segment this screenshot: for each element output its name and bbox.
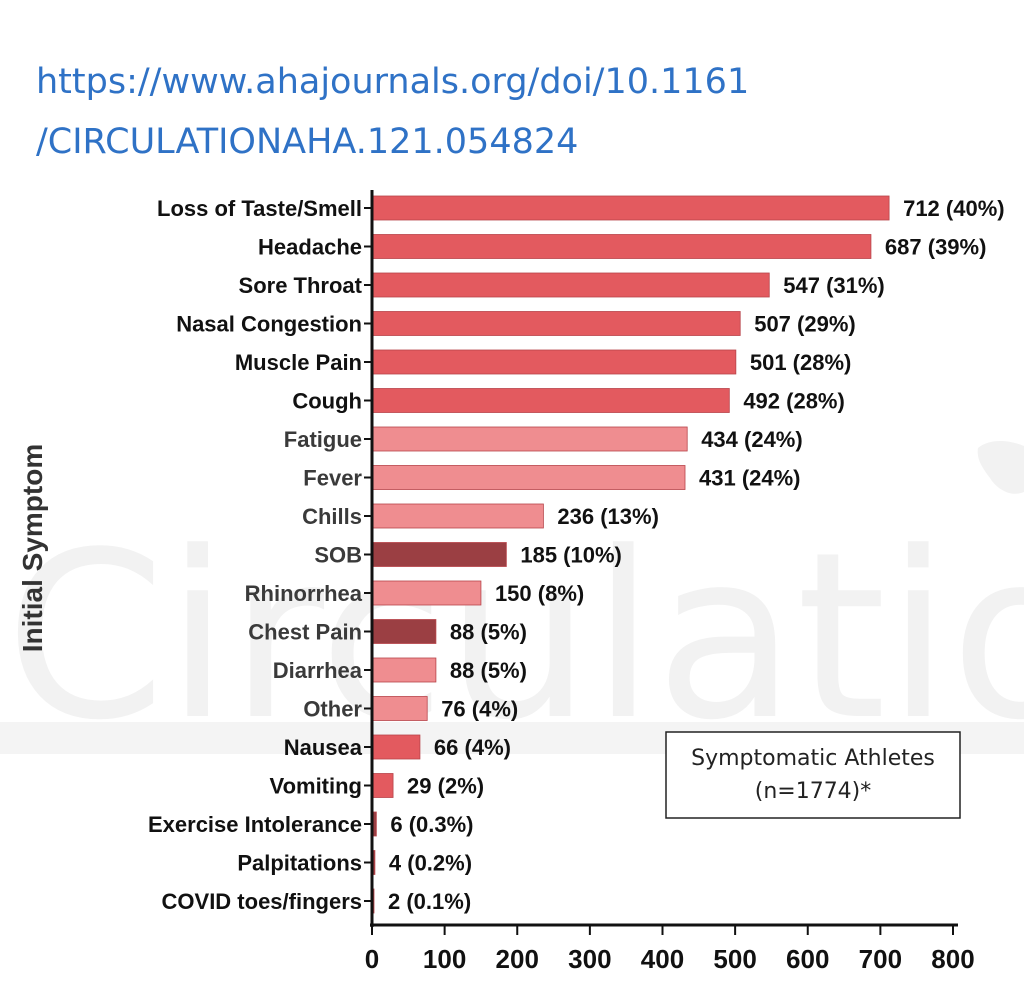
annotation-line-2: (n=1774)* bbox=[755, 779, 872, 804]
category-label-sore-throat: Sore Throat bbox=[239, 273, 363, 298]
bar-rhinorrhea bbox=[371, 580, 482, 606]
bar-sore-throat bbox=[371, 272, 770, 298]
bar-vomiting bbox=[371, 773, 394, 798]
value-label-loss-of-taste-smell: 712 (40%) bbox=[903, 196, 1005, 221]
category-label-vomiting: Vomiting bbox=[270, 774, 362, 799]
category-labels: Loss of Taste/Smell Headache Sore Throat Na… bbox=[148, 196, 363, 914]
category-label-palpitations: Palpitations bbox=[237, 851, 362, 876]
bar-muscle-pain bbox=[371, 349, 737, 375]
source-url-line-1: https://www.ahajournals.org/doi/10.1161 bbox=[36, 62, 750, 102]
value-label-palpitations: 4 (0.2%) bbox=[389, 851, 472, 876]
x-tick-label-100: 100 bbox=[423, 944, 466, 974]
bar-nasal-congestion bbox=[371, 311, 741, 336]
annotation-line-1: Symptomatic Athletes bbox=[691, 746, 935, 771]
watermark-logo bbox=[977, 441, 1024, 494]
x-tick-label-700: 700 bbox=[859, 944, 902, 974]
value-label-sore-throat: 547 (31%) bbox=[783, 273, 885, 298]
value-label-muscle-pain: 501 (28%) bbox=[750, 350, 852, 375]
category-label-exercise-intolerance: Exercise Intolerance bbox=[148, 812, 362, 837]
y-axis-title: Initial Symptom bbox=[17, 444, 48, 652]
x-tick-label-200: 200 bbox=[496, 944, 539, 974]
x-tick-label-800: 800 bbox=[931, 944, 974, 974]
value-label-diarrhea: 88 (5%) bbox=[450, 658, 527, 683]
value-label-fatigue: 434 (24%) bbox=[701, 427, 803, 452]
category-label-sob: SOB bbox=[314, 543, 362, 568]
source-url-line-2: /CIRCULATIONAHA.121.054824 bbox=[36, 122, 579, 162]
annotation-box: Symptomatic Athletes (n=1774)* bbox=[665, 731, 961, 819]
category-label-fatigue: Fatigue bbox=[284, 427, 362, 452]
y-axis-ticks bbox=[364, 207, 372, 902]
x-tick-label-400: 400 bbox=[641, 944, 684, 974]
category-label-fever: Fever bbox=[303, 466, 362, 491]
value-label-nasal-congestion: 507 (29%) bbox=[754, 312, 856, 337]
category-label-covid-toes-fingers: COVID toes/fingers bbox=[162, 889, 362, 914]
value-label-exercise-intolerance: 6 (0.3%) bbox=[390, 812, 473, 837]
x-axis-ticks: 0 100 200 300 400 500 600 700 800 bbox=[365, 925, 975, 974]
bar-loss-of-taste-smell bbox=[371, 195, 890, 221]
value-label-headache: 687 (39%) bbox=[885, 235, 987, 260]
value-label-chest-pain: 88 (5%) bbox=[450, 620, 527, 645]
category-label-muscle-pain: Muscle Pain bbox=[235, 350, 362, 375]
bar-fever bbox=[371, 465, 686, 490]
bar-sob bbox=[371, 542, 507, 567]
x-tick-label-300: 300 bbox=[568, 944, 611, 974]
x-tick-label-0: 0 bbox=[365, 944, 379, 974]
value-label-other: 76 (4%) bbox=[441, 697, 518, 722]
category-label-diarrhea: Diarrhea bbox=[273, 658, 363, 683]
bar-nausea bbox=[371, 734, 421, 760]
value-label-rhinorrhea: 150 (8%) bbox=[495, 581, 584, 606]
bar-headache bbox=[371, 234, 872, 259]
bar-diarrhea bbox=[371, 657, 437, 683]
annotation-frame bbox=[665, 731, 961, 819]
value-label-vomiting: 29 (2%) bbox=[407, 774, 484, 799]
x-tick-label-500: 500 bbox=[713, 944, 756, 974]
category-label-headache: Headache bbox=[258, 235, 362, 260]
category-label-loss-of-taste-smell: Loss of Taste/Smell bbox=[157, 196, 362, 221]
bar-fatigue bbox=[371, 426, 688, 452]
bars-group bbox=[371, 195, 890, 914]
value-label-sob: 185 (10%) bbox=[520, 543, 622, 568]
category-label-nausea: Nausea bbox=[284, 735, 363, 760]
bar-chest-pain bbox=[371, 619, 437, 644]
bar-cough bbox=[371, 388, 730, 413]
value-label-chills: 236 (13%) bbox=[557, 504, 659, 529]
bar-other bbox=[371, 696, 428, 721]
bar-chills bbox=[371, 503, 544, 529]
category-label-rhinorrhea: Rhinorrhea bbox=[245, 581, 363, 606]
source-url: https://www.ahajournals.org/doi/10.1161 … bbox=[36, 52, 749, 172]
category-label-other: Other bbox=[303, 697, 362, 722]
category-label-nasal-congestion: Nasal Congestion bbox=[176, 312, 362, 337]
value-label-cough: 492 (28%) bbox=[743, 389, 845, 414]
category-label-chills: Chills bbox=[302, 504, 362, 529]
value-label-covid-toes-fingers: 2 (0.1%) bbox=[388, 889, 471, 914]
category-label-chest-pain: Chest Pain bbox=[248, 620, 362, 645]
value-label-nausea: 66 (4%) bbox=[434, 735, 511, 760]
value-label-fever: 431 (24%) bbox=[699, 466, 801, 491]
category-label-cough: Cough bbox=[292, 389, 362, 414]
value-labels: 712 (40%) 687 (39%)547 (31%) 507 (29%) 501 … bbox=[388, 196, 1005, 914]
x-tick-label-600: 600 bbox=[786, 944, 829, 974]
